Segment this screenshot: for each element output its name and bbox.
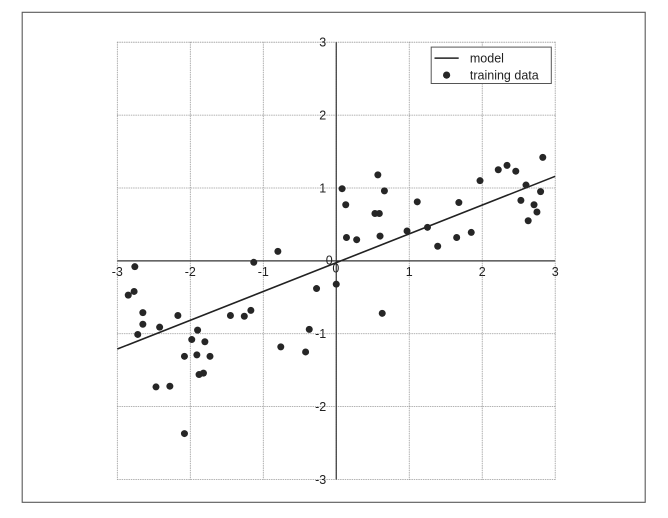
svg-text:3: 3 (552, 265, 559, 279)
svg-text:-1: -1 (315, 327, 326, 341)
svg-text:-1: -1 (258, 265, 269, 279)
svg-text:-3: -3 (112, 265, 123, 279)
svg-text:1: 1 (319, 181, 326, 195)
svg-text:0: 0 (332, 262, 339, 276)
svg-text:2: 2 (479, 265, 486, 279)
svg-text:-3: -3 (315, 473, 326, 487)
svg-text:training data: training data (470, 69, 539, 83)
svg-text:2: 2 (319, 108, 326, 122)
svg-text:model: model (470, 52, 504, 66)
svg-text:3: 3 (319, 36, 326, 50)
svg-text:1: 1 (406, 265, 413, 279)
svg-text:-2: -2 (185, 265, 196, 279)
svg-text:-2: -2 (315, 400, 326, 414)
